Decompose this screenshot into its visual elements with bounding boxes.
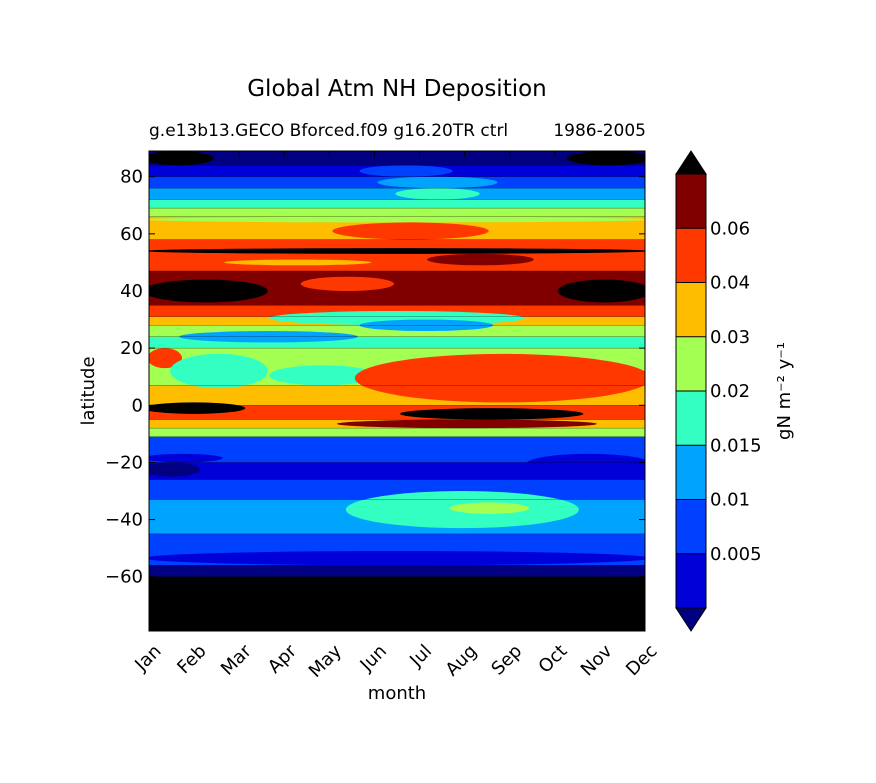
- contour-band-11: [149, 325, 645, 338]
- colorbar-extend-bottom: [675, 607, 707, 632]
- contour-patch-1: [566, 151, 645, 166]
- contour-band-0: [149, 151, 645, 166]
- colorbar-tick-label-3: 0.02: [710, 381, 750, 402]
- colorbar-swatch-6: [676, 499, 706, 554]
- chart-title: Global Atm NH Deposition: [247, 76, 547, 102]
- colorbar-tick-label-5: 0.04: [710, 273, 750, 294]
- contour-patch-20: [354, 353, 645, 403]
- colorbar-swatch-0: [676, 174, 706, 229]
- contour-band-4: [149, 199, 645, 209]
- colorbar-swatch-2: [676, 282, 706, 337]
- colorbar-swatch-3: [676, 336, 706, 391]
- x-axis-label: month: [368, 683, 426, 704]
- colorbar-tick-label-4: 0.03: [710, 327, 750, 348]
- chart-subtitle-left: g.e13b13.GECO Bforced.f09 g16.20TR ctrl: [149, 121, 509, 141]
- contour-band-24: [149, 576, 645, 631]
- contour-patch-24: [149, 462, 201, 477]
- y-tick-label-7: −60: [105, 567, 143, 588]
- contour-patch-18: [170, 353, 268, 389]
- contour-band-17: [149, 428, 645, 438]
- y-tick-label-4: 0: [132, 395, 143, 416]
- contour-patch-5: [149, 216, 645, 223]
- y-axis-label: latitude: [78, 356, 99, 425]
- colorbar-swatch-5: [676, 445, 706, 500]
- contour-patch-0: [149, 151, 214, 166]
- contour-patch-8: [149, 248, 645, 254]
- contour-band-19: [149, 462, 645, 481]
- y-tick-label-6: −40: [105, 510, 143, 531]
- contour-patch-13: [300, 276, 394, 291]
- x-tick-label-0: Jan: [130, 641, 165, 676]
- contour-patch-9: [427, 253, 534, 266]
- colorbar-tick-label-1: 0.01: [710, 490, 750, 511]
- contour-band-5: [149, 208, 645, 218]
- colorbar-swatch-1: [676, 228, 706, 283]
- x-tick-label-2: Mar: [217, 640, 256, 679]
- contour-patch-3: [377, 176, 498, 189]
- x-tick-label-9: Oct: [535, 641, 572, 678]
- contour-patch-11: [149, 279, 268, 303]
- contour-patch-2: [359, 165, 453, 177]
- contour-patch-28: [449, 502, 530, 514]
- x-tick-label-5: Jun: [356, 641, 391, 676]
- colorbar-label: gN m⁻² y⁻¹: [774, 342, 795, 440]
- colorbar: 0.005 0.01 0.015 0.02 0.03 0.04 0.06: [675, 150, 762, 632]
- contour-band-7: [149, 239, 645, 272]
- x-tick-label-11: Dec: [622, 641, 661, 680]
- x-tick-label-6: Jul: [405, 641, 436, 672]
- y-tick-label-0: 80: [120, 167, 143, 188]
- colorbar-extend-top: [675, 150, 707, 175]
- colorbar-tick-label-6: 0.06: [710, 218, 750, 239]
- colorbar-swatch-4: [676, 391, 706, 446]
- x-tick-label-1: Feb: [173, 641, 210, 678]
- colorbar-tick-label-2: 0.015: [710, 435, 762, 456]
- x-tick-label-10: Nov: [577, 640, 617, 680]
- x-tick-label-4: May: [305, 640, 346, 681]
- contour-patch-10: [224, 259, 372, 266]
- colorbar-tick-label-0: 0.005: [710, 544, 762, 565]
- chart-subtitle-right: 1986-2005: [553, 121, 646, 141]
- contour-patch-17: [149, 348, 183, 369]
- contour-patch-29: [149, 551, 645, 566]
- contour-patch-21: [149, 402, 246, 414]
- colorbar-swatch-7: [676, 553, 706, 608]
- x-tick-label-8: Sep: [487, 641, 526, 680]
- contour-patch-4: [395, 188, 480, 200]
- contour-patch-19: [269, 365, 376, 386]
- contour-patch-23: [336, 419, 597, 429]
- contour-patch-22: [400, 408, 584, 420]
- contour-band-23: [149, 565, 645, 578]
- y-tick-label-1: 60: [120, 224, 143, 245]
- contour-patch-26: [149, 453, 223, 463]
- contour-patch-7: [332, 222, 489, 240]
- plot-frame: [148, 150, 646, 632]
- contour-band-12: [149, 336, 645, 349]
- y-tick-label-2: 40: [120, 281, 143, 302]
- x-tick-label-3: Apr: [264, 640, 301, 677]
- y-axis: 80 60 40 20 0 −20 −40 −60: [105, 167, 645, 588]
- contour-patch-25: [526, 453, 645, 474]
- y-tick-label-3: 20: [120, 338, 143, 359]
- y-tick-label-5: −20: [105, 452, 143, 473]
- x-tick-label-7: Aug: [442, 641, 482, 681]
- contour-patch-12: [557, 279, 645, 303]
